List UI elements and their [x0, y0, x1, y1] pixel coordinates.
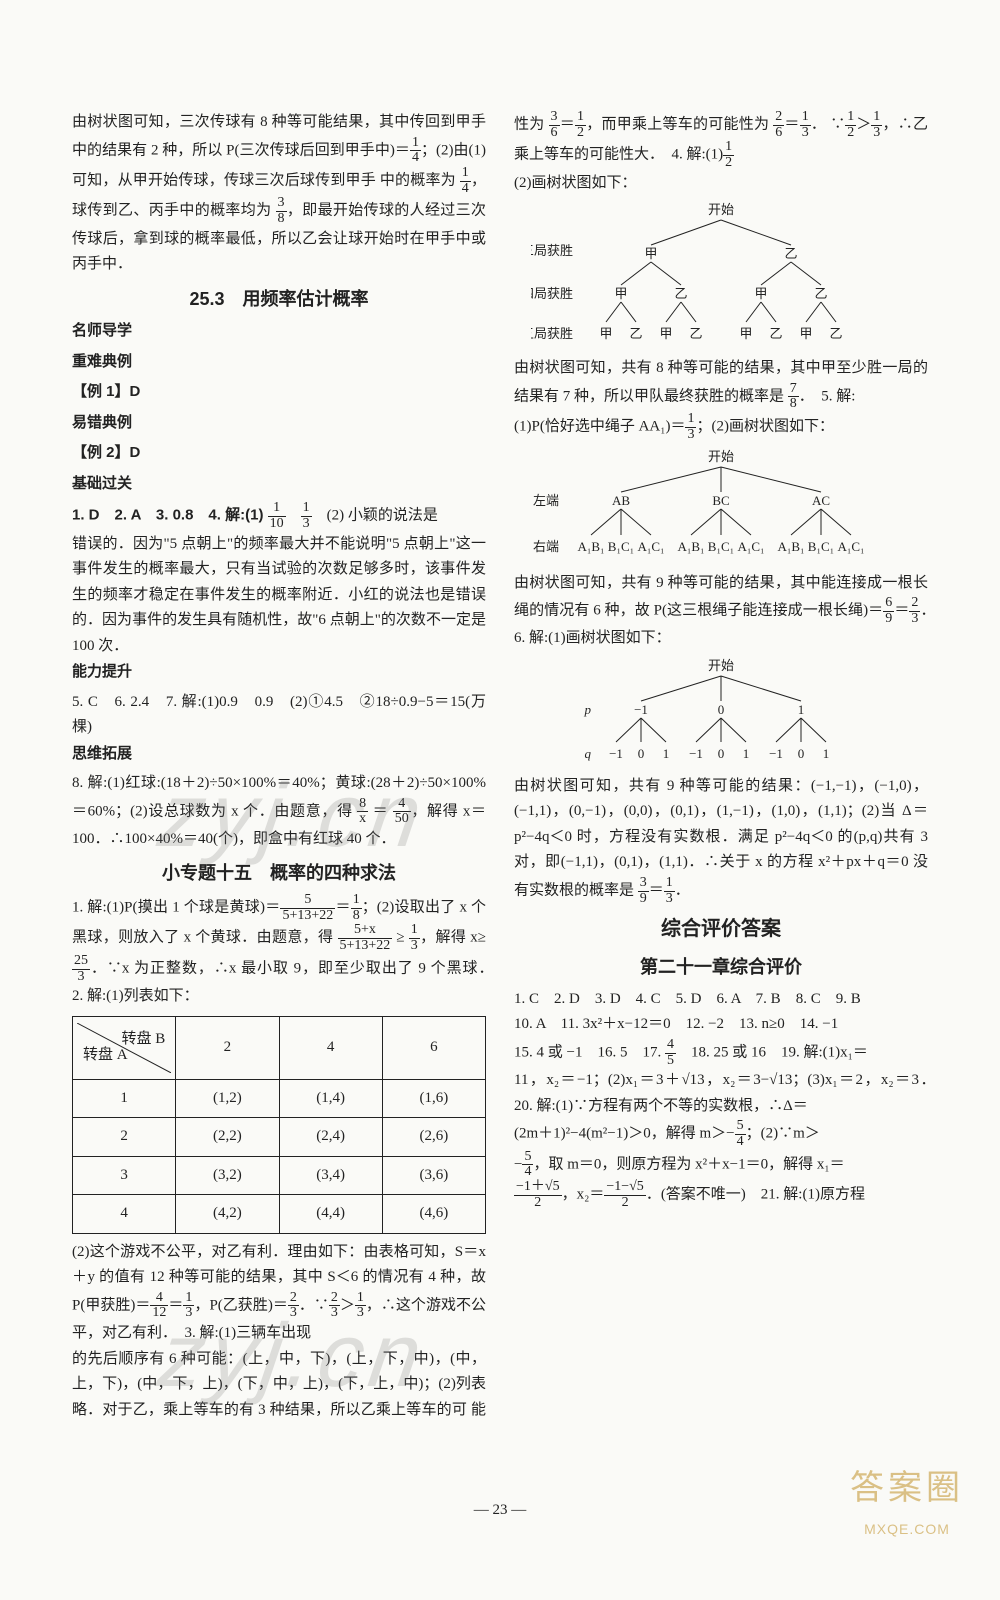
svg-text:乙: 乙 — [674, 286, 687, 301]
svg-text:B₁C₁: B₁C₁ — [608, 539, 634, 554]
svg-text:乙: 乙 — [769, 326, 782, 341]
svg-text:开始: 开始 — [708, 202, 734, 217]
svg-text:0: 0 — [638, 746, 645, 761]
svg-text:开始: 开始 — [708, 658, 734, 673]
svg-text:AC: AC — [812, 493, 830, 508]
svg-text:第四局获胜: 第四局获胜 — [531, 286, 573, 301]
sub-zhongnan: 重难典例 — [72, 349, 486, 376]
svg-text:1: 1 — [798, 702, 805, 717]
para-explain: 错误的．因为"5 点朝上"的频率最大并不能说明"5 点朝上"这一事件发生的概率最… — [72, 532, 486, 660]
svg-text:1: 1 — [663, 746, 670, 761]
svg-text:−1: −1 — [609, 746, 623, 761]
svg-text:乙: 乙 — [784, 246, 797, 261]
svg-text:第五局获胜: 第五局获胜 — [531, 326, 573, 341]
svg-text:甲: 甲 — [754, 286, 767, 301]
svg-text:AB: AB — [612, 493, 630, 508]
svg-text:0: 0 — [798, 746, 805, 761]
spinner-table: 转盘 A 转盘 B 246 1(1,2)(1,4)(1,6) 2(2,2)(2,… — [72, 1016, 486, 1234]
svg-text:0: 0 — [718, 746, 725, 761]
svg-text:B₁C₁: B₁C₁ — [708, 539, 734, 554]
svg-text:A₁C₁: A₁C₁ — [737, 539, 764, 554]
ans-line1: 1. C 2. D 3. D 4. C 5. D 6. A 7. B 8. C … — [514, 987, 928, 1013]
ans-line7: −1＋√52，x₂＝−1−√52．(答案不唯一) 21. 解:(1)原方程 — [514, 1180, 928, 1210]
sub-yicuo: 易错典例 — [72, 410, 486, 437]
heading-topic15: 小专题十五 概率的四种求法 — [72, 858, 486, 889]
topic15-q1: 1. 解:(1)P(摸出 1 个球是黄球)＝55+13+22＝18；(2)设取出… — [72, 893, 486, 1010]
q1-4: 1. D 2. A 3. 0.8 4. 解:(1) 110 13 (2) 小颖的… — [72, 501, 486, 531]
svg-text:A₁B₁: A₁B₁ — [577, 539, 604, 554]
tree-diagram-1: 开始 第三局获胜 甲 乙 第四局获胜 甲 乙 甲 乙 第五局获胜 甲 乙 甲 乙… — [514, 200, 928, 350]
svg-text:甲: 甲 — [614, 286, 627, 301]
svg-text:A₁C₁: A₁C₁ — [637, 539, 664, 554]
q8: 8. 解:(1)红球:(18＋2)÷50×100%＝40%；黄球:(28＋2)÷… — [72, 771, 486, 852]
right-para2: 由树状图可知，共有 8 种等可能的结果，其中甲至少胜一局的结果有 7 种，所以甲… — [514, 356, 928, 412]
ans-line2: 10. A 11. 3x²＋x−12＝0 12. −2 13. n≥0 14. … — [514, 1012, 928, 1038]
svg-text:甲: 甲 — [799, 326, 812, 341]
heading-zhpj: 综合评价答案 — [514, 912, 928, 946]
svg-text:−1: −1 — [689, 746, 703, 761]
answer-stamp: 答案圈 MXQE.COM — [842, 1460, 972, 1580]
svg-text:乙: 乙 — [829, 326, 842, 341]
svg-text:0: 0 — [718, 702, 725, 717]
svg-text:甲: 甲 — [659, 326, 672, 341]
right-para2c: (1)P(恰好选中绳子 AA₁)＝13；(2)画树状图如下： — [514, 412, 928, 442]
svg-text:A₁B₁: A₁B₁ — [777, 539, 804, 554]
ans-line3: 15. 4 或 −1 16. 5 17. 45 18. 25 或 16 19. … — [514, 1038, 928, 1068]
heading-25-3: 25.3 用频率估计概率 — [72, 284, 486, 315]
tree-diagram-3: 开始 p −1 0 1 q −1 0 1 −1 0 1 −1 0 1 — [514, 656, 928, 768]
right-para1j: (2)画树状图如下： — [514, 171, 928, 197]
svg-text:B₁C₁: B₁C₁ — [808, 539, 834, 554]
svg-text:−1: −1 — [634, 702, 648, 717]
svg-text:第三局获胜: 第三局获胜 — [531, 243, 573, 258]
svg-text:乙: 乙 — [689, 326, 702, 341]
svg-text:BC: BC — [712, 493, 729, 508]
heading-ch21: 第二十一章综合评价 — [514, 952, 928, 983]
svg-text:甲: 甲 — [644, 246, 657, 261]
svg-text:q: q — [585, 746, 592, 761]
svg-text:乙: 乙 — [814, 286, 827, 301]
example-1: 【例 1】D — [72, 379, 486, 406]
svg-text:1: 1 — [743, 746, 750, 761]
svg-text:开始: 开始 — [708, 449, 734, 464]
svg-text:甲: 甲 — [599, 326, 612, 341]
svg-text:−1: −1 — [769, 746, 783, 761]
ans-line6: −54，取 m＝0，则原方程为 x²＋x−1＝0，解得 x₁＝ — [514, 1150, 928, 1180]
svg-text:乙: 乙 — [629, 326, 642, 341]
svg-text:右端: 右端 — [533, 539, 559, 554]
svg-text:A₁B₁: A₁B₁ — [677, 539, 704, 554]
para-game-fair: (2)这个游戏不公平，对乙有利．理由如下：由表格可知，S＝x＋y 的值有 12 … — [72, 1240, 486, 1347]
svg-text:1: 1 — [823, 746, 830, 761]
left-para-1: 由树状图可知，三次传球有 8 种等可能结果，其中传回到甲手中的结果有 2 种，所… — [72, 110, 486, 278]
sub-jichu: 基础过关 — [72, 471, 486, 498]
svg-text:A₁C₁: A₁C₁ — [837, 539, 864, 554]
ans-line5: (2m＋1)²−4(m²−1)＞0，解得 m＞−54；(2)∵m＞ — [514, 1119, 928, 1149]
svg-text:p: p — [584, 702, 592, 717]
example-2: 【例 2】D — [72, 440, 486, 467]
ans-line4: 11，x₂＝−1；(2)x₁＝3＋√13，x₂＝3−√13；(3)x₁＝2，x₂… — [514, 1068, 928, 1119]
sub-nengli: 能力提升 — [72, 659, 486, 686]
q5-7: 5. C 6. 2.4 7. 解:(1)0.9 0.9 (2)①4.5 ②18÷… — [72, 690, 486, 741]
sub-mingshi: 名师导学 — [72, 318, 486, 345]
right-para4: 由树状图可知，共有 9 种等可能的结果：(−1,−1)，(−1,0)，(−1,1… — [514, 774, 928, 906]
svg-text:左端: 左端 — [533, 493, 559, 508]
right-para3: 由树状图可知，共有 9 种等可能的结果，其中能连接成一根长绳的情况有 6 种，故… — [514, 571, 928, 652]
sub-siwei: 思维拓展 — [72, 741, 486, 768]
svg-text:甲: 甲 — [739, 326, 752, 341]
tree-diagram-2: 开始 左端 AB BC AC 右端 A₁B₁ B₁C₁ A₁C₁ A₁B₁ B₁… — [514, 447, 928, 565]
